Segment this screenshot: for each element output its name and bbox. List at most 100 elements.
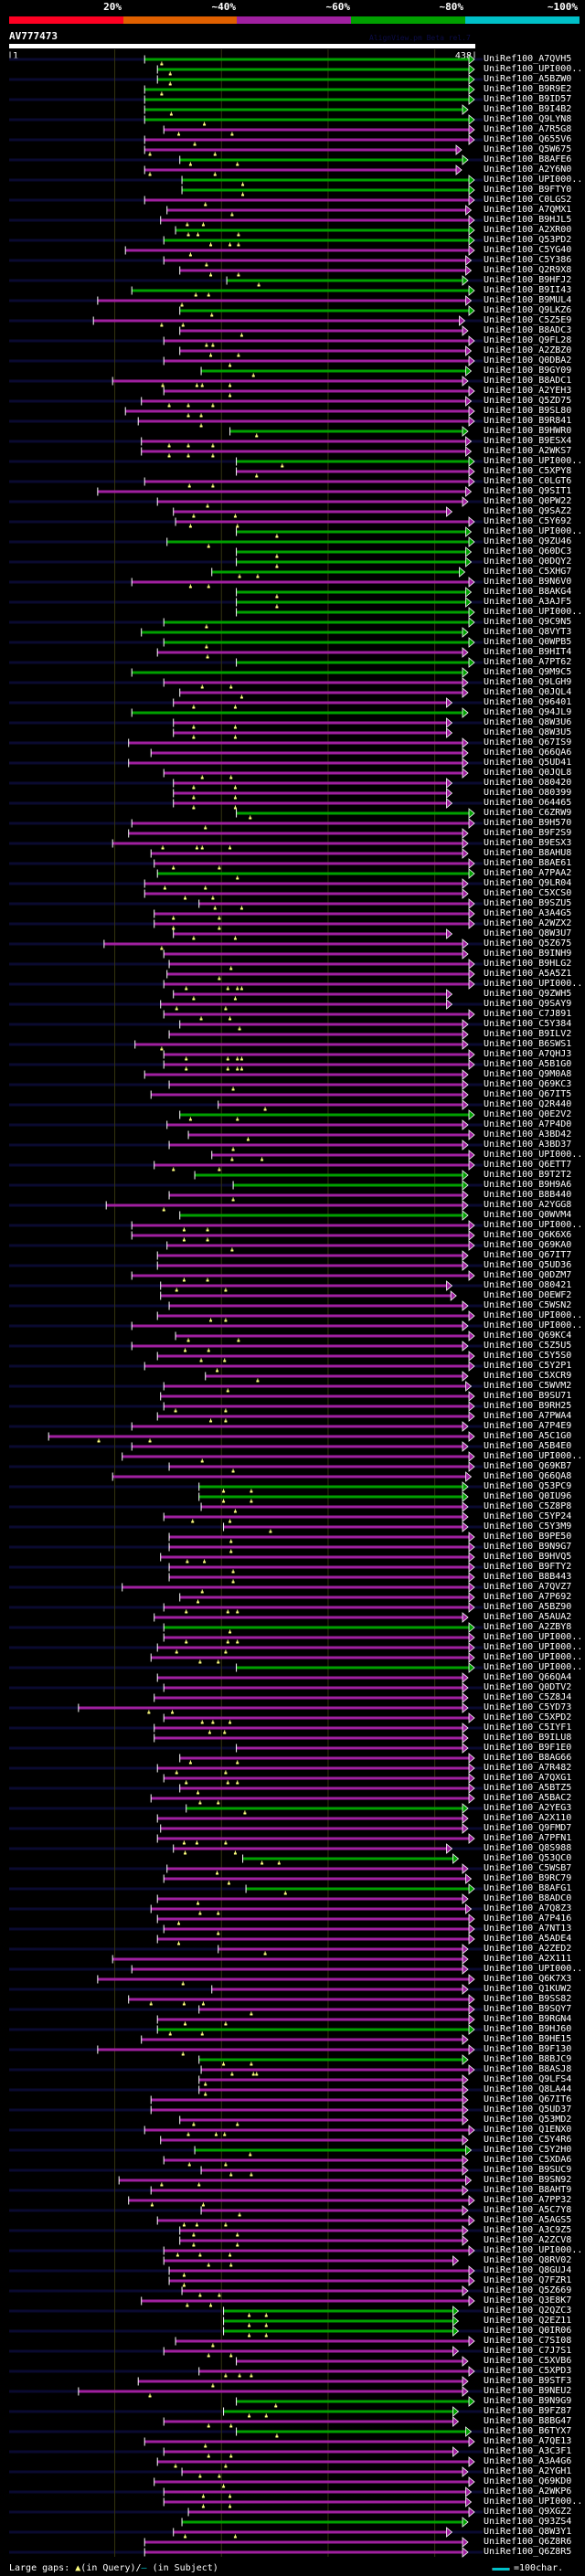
hit-label[interactable]: UniRef100_B9FZ87 — [484, 2406, 572, 2416]
hit-label[interactable]: UniRef100_B9HIT4 — [484, 647, 572, 657]
alignment-bar[interactable] — [138, 2380, 463, 2383]
alignment-bar[interactable] — [157, 2460, 469, 2464]
alignment-bar[interactable] — [132, 1967, 463, 1971]
hit-label[interactable]: UniRef100_Q0DTV2 — [484, 1682, 572, 1692]
alignment-bar[interactable] — [157, 78, 469, 81]
hit-label[interactable]: UniRef100_Q9M0A8 — [484, 1069, 572, 1079]
alignment-bar[interactable] — [144, 168, 456, 172]
hit-label[interactable]: UniRef100_C5IYF1 — [484, 1723, 572, 1733]
hit-label[interactable]: UniRef100_C5Y692 — [484, 516, 572, 526]
alignment-bar[interactable] — [236, 560, 466, 564]
hit-label[interactable]: UniRef100_B9SN92 — [484, 2175, 572, 2185]
alignment-bar[interactable] — [236, 600, 466, 604]
alignment-bar[interactable] — [151, 2189, 463, 2192]
hit-label[interactable]: UniRef100_A2WZX2 — [484, 918, 572, 928]
alignment-bar[interactable] — [164, 2500, 466, 2504]
hit-label[interactable]: UniRef100_B9INH9 — [484, 949, 572, 959]
alignment-bar[interactable] — [173, 992, 447, 996]
hit-label[interactable]: UniRef100_A3BD42 — [484, 1129, 572, 1140]
hit-label[interactable]: UniRef100_A7P4D0 — [484, 1119, 572, 1129]
alignment-bar[interactable] — [218, 1103, 463, 1107]
alignment-bar[interactable] — [154, 862, 469, 865]
hit-label[interactable]: UniRef100_A5B1G0 — [484, 1059, 572, 1069]
alignment-bar[interactable] — [179, 2118, 463, 2122]
hit-label[interactable]: UniRef100_Q53PC9 — [484, 1481, 572, 1491]
hit-label[interactable]: UniRef100_B8BJC9 — [484, 2054, 572, 2064]
alignment-bar[interactable] — [157, 1314, 469, 1318]
hit-label[interactable]: UniRef100_Q8S988 — [484, 1843, 572, 1853]
hit-label[interactable]: UniRef100_Q53MD2 — [484, 2115, 572, 2125]
hit-label[interactable]: UniRef100_B8ADC0 — [484, 1893, 572, 1903]
hit-label[interactable]: UniRef100_B9HJ60 — [484, 2024, 572, 2034]
alignment-bar[interactable] — [205, 1374, 463, 1378]
alignment-bar[interactable] — [112, 842, 463, 845]
alignment-bar[interactable] — [164, 1716, 469, 1720]
hit-label[interactable]: UniRef100_A7QHJ3 — [484, 1049, 572, 1059]
alignment-bar[interactable] — [141, 2038, 463, 2041]
alignment-bar[interactable] — [236, 470, 469, 473]
hit-label[interactable]: UniRef100_Q69KC4 — [484, 1330, 572, 1341]
alignment-bar[interactable] — [144, 882, 463, 885]
hit-label[interactable]: UniRef100_UPI000.. — [484, 1220, 583, 1230]
hit-label[interactable]: UniRef100_Q8W3Y1 — [484, 2527, 572, 2537]
alignment-bar[interactable] — [144, 2128, 469, 2132]
alignment-bar[interactable] — [144, 138, 469, 142]
hit-label[interactable]: UniRef100_B9HLG2 — [484, 959, 572, 969]
hit-label[interactable]: UniRef100_A5AUA2 — [484, 1612, 572, 1622]
alignment-bar[interactable] — [166, 540, 469, 544]
alignment-bar[interactable] — [132, 1344, 463, 1348]
alignment-bar[interactable] — [176, 228, 469, 232]
alignment-bar[interactable] — [164, 1606, 469, 1609]
alignment-bar[interactable] — [236, 2400, 469, 2403]
alignment-bar[interactable] — [179, 2229, 463, 2232]
hit-label[interactable]: UniRef100_B6SWS1 — [484, 1039, 572, 1049]
alignment-bar[interactable] — [141, 440, 466, 443]
alignment-bar[interactable] — [236, 2430, 466, 2433]
alignment-bar[interactable] — [242, 1857, 453, 1860]
alignment-bar[interactable] — [173, 701, 447, 705]
hit-label[interactable]: UniRef100_Q8RV02 — [484, 2255, 572, 2265]
hit-label[interactable]: UniRef100_C0LGS2 — [484, 195, 572, 205]
hit-label[interactable]: UniRef100_Q6K7X3 — [484, 1974, 572, 1984]
hit-label[interactable]: UniRef100_B8ADC1 — [484, 376, 572, 386]
hit-label[interactable]: UniRef100_C5XVB6 — [484, 2356, 572, 2366]
alignment-bar[interactable] — [223, 2410, 453, 2413]
hit-label[interactable]: UniRef100_B9PE50 — [484, 1532, 572, 1542]
hit-label[interactable]: UniRef100_C5XPD3 — [484, 2366, 572, 2376]
alignment-bar[interactable] — [166, 972, 469, 976]
alignment-bar[interactable] — [223, 2329, 453, 2333]
hit-label[interactable]: UniRef100_Q69KC3 — [484, 1079, 572, 1089]
alignment-bar[interactable] — [144, 88, 469, 91]
hit-label[interactable]: UniRef100_Q1ENX0 — [484, 2125, 572, 2135]
alignment-bar[interactable] — [227, 279, 463, 282]
alignment-bar[interactable] — [144, 480, 469, 483]
hit-label[interactable]: UniRef100_B8AE61 — [484, 858, 572, 868]
alignment-bar[interactable] — [169, 1535, 469, 1539]
alignment-bar[interactable] — [236, 590, 466, 594]
alignment-bar[interactable] — [201, 369, 466, 373]
hit-label[interactable]: UniRef100_Q6Z8R5 — [484, 2547, 572, 2557]
alignment-bar[interactable] — [198, 2088, 463, 2092]
alignment-bar[interactable] — [166, 1244, 469, 1247]
alignment-bar[interactable] — [169, 1465, 469, 1468]
hit-label[interactable]: UniRef100_Q5Z675 — [484, 938, 572, 949]
hit-label[interactable]: UniRef100_Q2EZ11 — [484, 2316, 572, 2326]
alignment-bar[interactable] — [93, 319, 460, 323]
hit-label[interactable]: UniRef100_B9H9A6 — [484, 1180, 572, 1190]
hit-label[interactable]: UniRef100_UPI000.. — [484, 1150, 583, 1160]
hit-label[interactable]: UniRef100_UPI000.. — [484, 979, 583, 989]
hit-label[interactable]: UniRef100_C5WSB7 — [484, 1863, 572, 1873]
alignment-bar[interactable] — [173, 801, 447, 805]
alignment-bar[interactable] — [132, 1224, 469, 1227]
alignment-bar[interactable] — [233, 1183, 463, 1187]
hit-label[interactable]: UniRef100_A2YGG8 — [484, 1200, 572, 1210]
alignment-bar[interactable] — [179, 1113, 469, 1117]
hit-label[interactable]: UniRef100_A5BZ90 — [484, 1602, 572, 1612]
hit-label[interactable]: UniRef100_A5BTZ5 — [484, 1783, 572, 1793]
hit-label[interactable]: UniRef100_C5WSN2 — [484, 1300, 572, 1310]
alignment-bar[interactable] — [182, 188, 469, 192]
hit-label[interactable]: UniRef100_Q53QC0 — [484, 1853, 572, 1863]
alignment-bar[interactable] — [157, 2028, 469, 2031]
hit-label[interactable]: UniRef100_B9H570 — [484, 818, 572, 828]
alignment-bar[interactable] — [157, 1937, 469, 1941]
